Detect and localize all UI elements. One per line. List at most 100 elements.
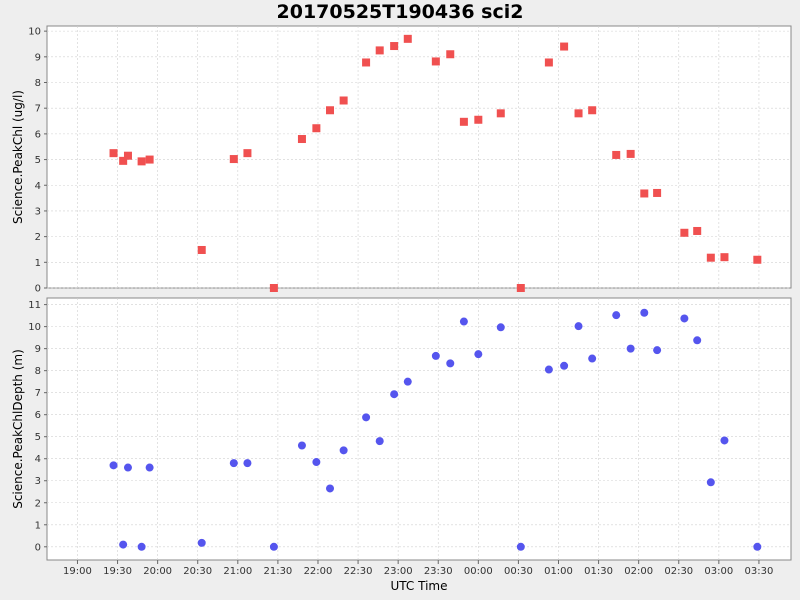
data-point: [403, 34, 412, 43]
data-point: [706, 253, 715, 262]
y-tick-label: 3: [35, 206, 41, 217]
data-point: [653, 346, 662, 355]
depth-gridlines: [47, 298, 791, 560]
data-point: [119, 540, 128, 549]
y-tick-label: 5: [35, 432, 41, 443]
y-tick-label: 3: [35, 476, 41, 487]
data-point: [496, 109, 505, 118]
y-tick-label: 8: [35, 78, 41, 89]
data-point: [693, 336, 702, 345]
data-point: [229, 155, 238, 164]
data-point: [680, 314, 689, 323]
data-point: [544, 365, 553, 374]
data-point: [706, 478, 715, 487]
data-point: [446, 50, 455, 59]
data-point: [560, 42, 569, 51]
data-point: [626, 344, 635, 353]
data-point: [720, 436, 729, 445]
data-point: [119, 156, 128, 165]
y-tick-label: 0: [35, 284, 41, 295]
data-point: [375, 437, 384, 446]
data-point: [123, 463, 132, 472]
y-tick-label: 10: [28, 322, 41, 333]
x-tick-label: 23:00: [384, 566, 413, 577]
data-point: [459, 117, 468, 126]
x-tick-label: 02:00: [624, 566, 653, 577]
data-point: [137, 542, 146, 551]
data-point: [574, 109, 583, 118]
data-point: [720, 253, 729, 262]
data-point: [680, 228, 689, 237]
data-point: [474, 115, 483, 124]
data-point: [390, 42, 399, 51]
data-point: [123, 151, 132, 160]
data-point: [588, 354, 597, 363]
data-point: [626, 149, 635, 158]
data-point: [145, 463, 154, 472]
depth-plot-area: [46, 297, 792, 561]
y-tick-label: 6: [35, 410, 41, 421]
y-tick-label: 10: [28, 27, 41, 38]
y-tick-label: 6: [35, 129, 41, 140]
data-point: [653, 188, 662, 197]
data-point: [516, 542, 525, 551]
x-tick-label: 00:00: [464, 566, 493, 577]
data-point: [640, 308, 649, 317]
data-point: [326, 106, 335, 115]
data-point: [516, 284, 525, 292]
data-point: [197, 245, 206, 254]
x-tick-label: 22:00: [304, 566, 333, 577]
y-tick-label: 11: [28, 300, 41, 311]
depth-y-axis-label: Science.PeakChlDepth (m): [11, 349, 25, 509]
x-tick-label: 21:30: [263, 566, 292, 577]
x-tick-label: 00:30: [504, 566, 533, 577]
data-point: [326, 484, 335, 493]
y-tick-label: 0: [35, 542, 41, 553]
data-point: [362, 58, 371, 67]
y-tick-label: 8: [35, 366, 41, 377]
x-tick-label: 21:00: [223, 566, 252, 577]
data-point: [446, 359, 455, 368]
data-point: [753, 542, 762, 551]
data-point: [339, 96, 348, 105]
data-point: [560, 361, 569, 370]
data-point: [137, 157, 146, 166]
x-tick-label: 19:30: [103, 566, 132, 577]
data-point: [269, 284, 278, 292]
x-tick-label: 20:00: [143, 566, 172, 577]
x-tick-label: 02:30: [664, 566, 693, 577]
depth-y-ticks: 0 1 2 3 4 5 6 7 8 9 10 11: [28, 300, 47, 553]
data-point: [109, 461, 118, 470]
chl-gridlines: [47, 26, 791, 289]
y-tick-label: 4: [35, 454, 41, 465]
x-tick-label: 01:30: [584, 566, 613, 577]
depth-points: [109, 308, 762, 551]
chl-points: [109, 34, 762, 292]
x-axis-label: UTC Time: [391, 579, 448, 593]
x-tick-label: 03:30: [745, 566, 774, 577]
data-point: [403, 377, 412, 386]
data-point: [297, 441, 306, 450]
chl-y-ticks: 0 1 2 3 4 5 6 7 8 9 10: [28, 27, 47, 295]
data-point: [693, 226, 702, 235]
data-point: [474, 350, 483, 359]
y-tick-label: 1: [35, 520, 41, 531]
chart-title: 20170525T190436 sci2: [277, 1, 524, 23]
x-tick-label: 22:30: [344, 566, 373, 577]
y-tick-label: 7: [35, 104, 41, 115]
data-point: [753, 255, 762, 264]
y-tick-label: 2: [35, 498, 41, 509]
data-point: [612, 311, 621, 320]
x-tick-label: 23:30: [424, 566, 453, 577]
data-point: [496, 323, 505, 332]
data-point: [588, 106, 597, 115]
x-tick-label: 03:00: [704, 566, 733, 577]
chl-plot-area: [46, 25, 792, 289]
data-point: [145, 155, 154, 164]
data-point: [312, 124, 321, 133]
data-point: [109, 149, 118, 158]
y-tick-label: 7: [35, 388, 41, 399]
x-axis-ticks: 19:00 19:30 20:00 20:30 21:00 21:30 22:00 22:30…: [63, 560, 773, 577]
y-tick-label: 9: [35, 52, 41, 63]
